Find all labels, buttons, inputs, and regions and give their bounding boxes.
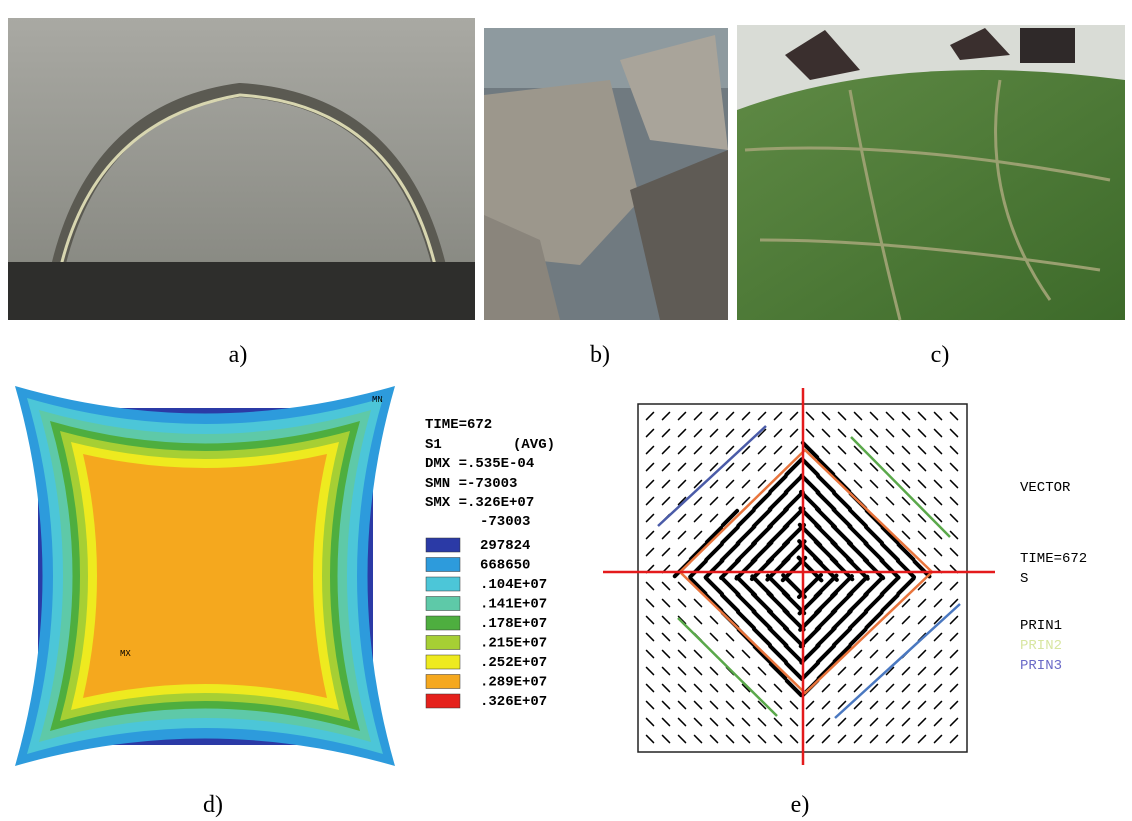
avg-label: (AVG) [513,437,555,453]
photo-a [8,18,475,320]
legend-label: 297824 [480,538,530,554]
photo-b [484,28,728,320]
item-label: S1 [425,437,442,453]
legend-swatch [426,655,460,669]
dmx-label: DMX =.535E-04 [425,456,534,472]
legend-swatch [426,577,460,591]
prin3-label: PRIN3 [1020,658,1062,674]
time-label: TIME=672 [1020,551,1087,567]
contour-plot [15,386,395,766]
contour-band [83,454,327,698]
legend-swatch [426,694,460,708]
legend-swatch [426,636,460,650]
legend-label: -73003 [480,514,530,530]
legend-swatch [426,675,460,689]
vector-label: VECTOR [1020,480,1071,496]
caption: c) [931,342,950,368]
caption: b) [590,342,610,368]
legend-label: .178E+07 [480,616,547,632]
caption: e) [791,792,810,818]
mn-label: MN [372,395,383,405]
legend-label: .326E+07 [480,694,547,710]
prin1-label: PRIN1 [1020,618,1062,634]
legend-label: .289E+07 [480,675,547,691]
legend-swatch [426,597,460,611]
legend-swatch [426,538,460,552]
legend-label: .141E+07 [480,597,547,613]
photo-c [737,25,1125,320]
time-label: TIME=672 [425,417,492,433]
mx-label: MX [120,649,131,659]
figure: a) b) c) d) e) MN MX TIME=672 S1 (AVG) D… [0,0,1132,821]
caption: a) [229,342,248,368]
legend-label: .215E+07 [480,636,547,652]
caption: d) [203,792,223,818]
legend-label: .104E+07 [480,577,547,593]
item-label: S [1020,571,1028,587]
smn-label: SMN =-73003 [425,476,517,492]
legend-swatch [426,558,460,572]
legend-label: 668650 [480,558,530,574]
vector-plot [603,388,995,765]
legend-label: .252E+07 [480,655,547,671]
legend-swatch [426,616,460,630]
smx-label: SMX =.326E+07 [425,495,534,511]
prin2-label: PRIN2 [1020,638,1062,654]
